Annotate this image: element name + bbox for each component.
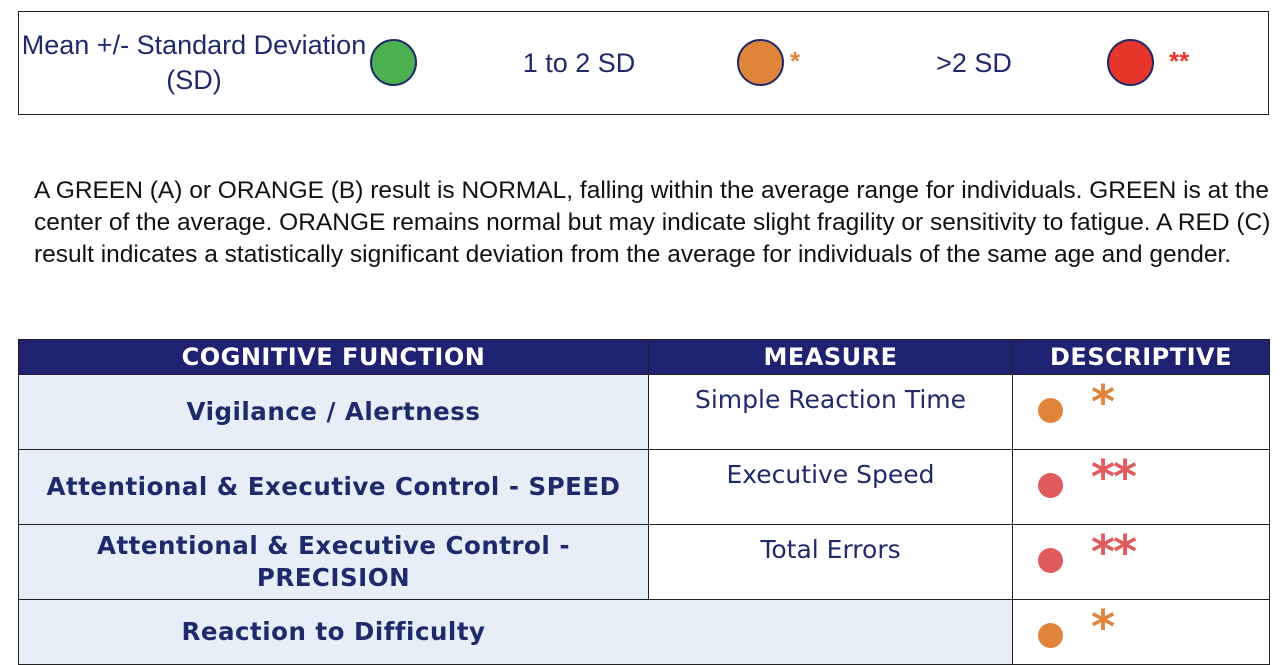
legend-orange-dot <box>737 39 784 86</box>
legend-label-1-2sd: 1 to 2 SD <box>522 47 636 78</box>
result-asterisk: * <box>1091 375 1115 429</box>
header-measure: MEASURE <box>648 339 1013 375</box>
result-explanation: A GREEN (A) or ORANGE (B) result is NORM… <box>34 177 1271 268</box>
result-asterisks: ** <box>1091 525 1137 579</box>
function-cell: Attentional & Executive Control - SPEED <box>18 449 649 525</box>
result-asterisk: * <box>1091 600 1115 654</box>
legend-label-normal: Mean +/- Standard Deviation (SD) <box>21 30 367 95</box>
sd-legend: Mean +/- Standard Deviation (SD) 1 to 2 … <box>18 11 1269 115</box>
legend-red-asterisks: ** <box>1169 46 1190 76</box>
result-dot <box>1038 473 1063 498</box>
table-row: Reaction to Difficulty * <box>18 599 1270 665</box>
table-header-row: COGNITIVE FUNCTION MEASURE DESCRIPTIVE <box>18 339 1270 375</box>
function-cell: Vigilance / Alertness <box>18 374 649 450</box>
measure-cell: Executive Speed <box>648 449 1013 525</box>
result-dot <box>1038 398 1063 423</box>
descriptive-cell: * <box>1012 599 1270 665</box>
table-row: Attentional & Executive Control - SPEED … <box>18 449 1270 525</box>
descriptive-cell: ** <box>1012 524 1270 600</box>
header-cognitive-function: COGNITIVE FUNCTION <box>18 339 649 375</box>
measure-cell: Simple Reaction Time <box>648 374 1013 450</box>
table-row: Attentional & Executive Control - PRECIS… <box>18 524 1270 600</box>
legend-orange-asterisk: * <box>790 46 801 76</box>
header-descriptive: DESCRIPTIVE <box>1012 339 1270 375</box>
measure-cell: Total Errors <box>648 524 1013 600</box>
results-table: COGNITIVE FUNCTION MEASURE DESCRIPTIVE V… <box>18 339 1270 665</box>
table-row: Vigilance / Alertness Simple Reaction Ti… <box>18 374 1270 450</box>
legend-green-dot <box>370 39 417 86</box>
function-cell: Attentional & Executive Control - PRECIS… <box>18 524 649 600</box>
legend-red-dot <box>1107 39 1154 86</box>
result-dot <box>1038 623 1063 648</box>
descriptive-cell: * <box>1012 374 1270 450</box>
function-cell: Reaction to Difficulty <box>18 599 1013 665</box>
descriptive-cell: ** <box>1012 449 1270 525</box>
result-asterisks: ** <box>1091 450 1137 504</box>
legend-label-over-2sd: >2 SD <box>936 47 1012 78</box>
result-dot <box>1038 548 1063 573</box>
